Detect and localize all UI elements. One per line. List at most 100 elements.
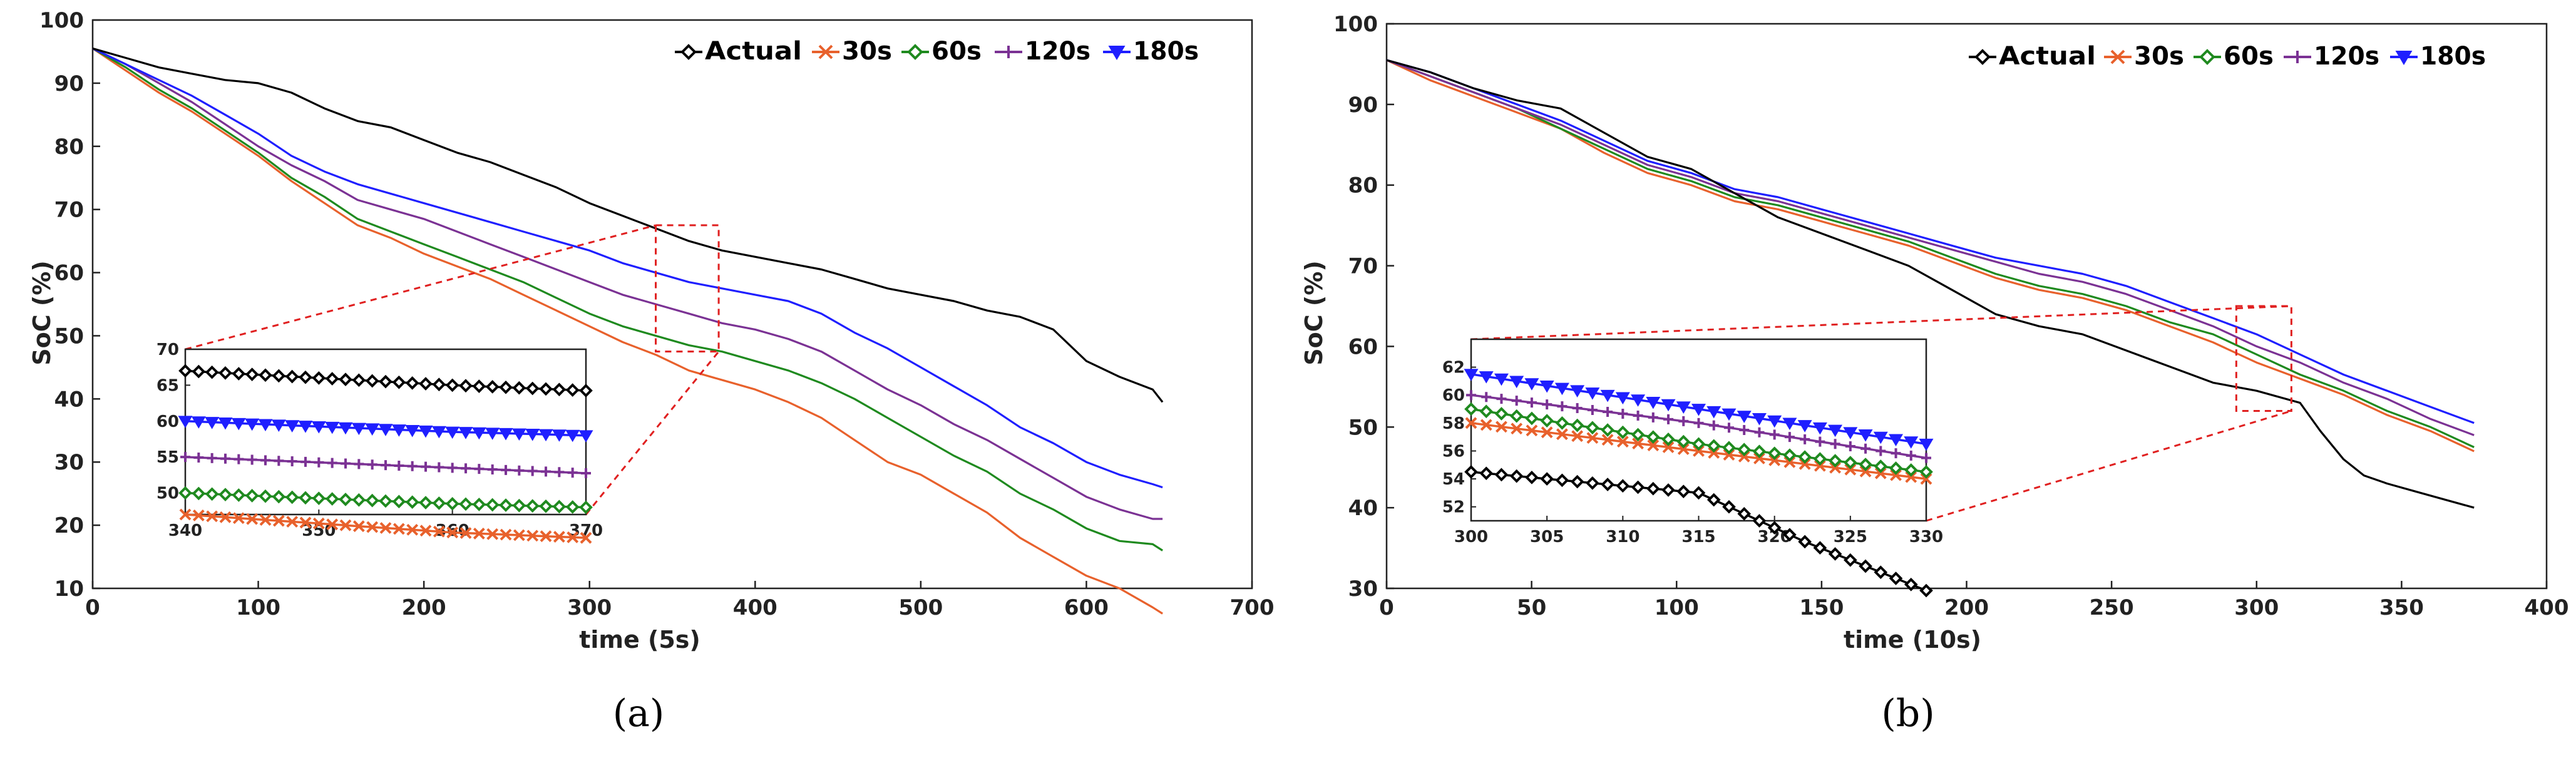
chart-a-inset-marker-180s	[311, 421, 326, 434]
chart-a-legend-marker-30s	[818, 44, 833, 59]
chart-b: (b) time (10s) SoC (%) 0 50 100 150 200 250 30…	[1300, 12, 2568, 735]
chart-a-inset-marker-60s	[178, 486, 192, 500]
chart-b-inset-x-tick-label: 325	[1834, 528, 1867, 546]
chart-b-inset-marker-30s	[1753, 452, 1765, 464]
chart-b-inset-marker-30s	[1874, 467, 1887, 479]
chart-a-inset-marker-actual	[392, 375, 406, 389]
chart-a-inset-marker-120s	[487, 464, 498, 474]
chart-a-inset-marker-120s	[260, 455, 270, 466]
chart-b-inset-marker-120s	[1876, 446, 1886, 456]
chart-a-inset-marker-120s	[220, 453, 230, 464]
chart-a-inset-marker-60s	[352, 493, 366, 507]
chart-a-inset-marker-180s	[578, 430, 593, 443]
chart-a-inset-marker-30s	[326, 518, 339, 531]
chart-a-inset-marker-30s	[406, 523, 419, 536]
chart-b-inset-marker-180s	[1919, 438, 1934, 451]
chart-a-zoom-box	[655, 224, 720, 353]
chart-b-inset-marker-180s	[1691, 404, 1706, 416]
chart-a-x-tick-label: 300	[567, 595, 612, 620]
chart-a-inset-marker-actual	[339, 372, 352, 387]
chart-a-inset-marker-30s	[232, 512, 245, 525]
chart-b-legend-label-180s: 180s	[2420, 42, 2486, 71]
chart-b-inset-marker-120s	[1739, 425, 1750, 435]
chart-b-inset-marker-actual	[1464, 465, 1478, 479]
chart-a-inset-marker-60s	[472, 498, 486, 511]
chart-a-inset-marker-actual	[499, 381, 513, 394]
chart-b-inset-marker-actual	[1706, 493, 1721, 507]
chart-a-legend-label-60s: 60s	[931, 37, 982, 66]
chart-a-inset-marker-actual	[285, 369, 299, 384]
chart-b-inset-marker-120s	[1830, 439, 1840, 449]
chart-a-inset-marker-60s	[445, 496, 459, 511]
chart-b-inset-marker-60s	[1631, 428, 1645, 442]
chart-a-inset-marker-actual	[525, 381, 540, 396]
chart-a-inset-marker-180s	[218, 417, 233, 430]
chart-a-inset-marker-30s	[526, 530, 539, 542]
chart-b-inset-marker-60s	[1889, 461, 1903, 475]
chart-b-inset-marker-180s	[1585, 387, 1600, 400]
chart-b-inset-marker-120s	[1542, 399, 1552, 410]
chart-a-inset-marker-180s	[271, 419, 286, 432]
chart-b-inset-marker-actual	[1919, 583, 1933, 598]
chart-b-inset-marker-180s	[1509, 376, 1524, 389]
chart-a-inset-marker-60s	[392, 494, 406, 509]
chart-b-inset-marker-60s	[1601, 423, 1614, 437]
chart-a-inset-marker-30s	[286, 516, 299, 528]
chart-a-inset-marker-120s	[300, 456, 310, 467]
chart-b-inset-marker-30s	[1829, 461, 1842, 474]
chart-b-inset-marker-180s	[1600, 389, 1615, 402]
chart-a-inset-marker-30s	[206, 510, 218, 523]
chart-b-inset-y-tick-label: 58	[1442, 414, 1465, 433]
chart-a-inset-marker-30s	[272, 515, 285, 527]
chart-b-inset-marker-60s	[1494, 407, 1509, 421]
chart-b-x-tick-label: 300	[2234, 595, 2279, 620]
chart-b-y-tick-label: 30	[1348, 576, 1378, 602]
chart-a-inset-x-tick-label: 340	[168, 521, 202, 540]
chart-a-inset-marker-120s	[567, 468, 578, 478]
chart-b-inset-marker-60s	[1525, 411, 1539, 426]
chart-a-inset-marker-60s	[218, 488, 232, 501]
chart-a-inset-marker-60s	[485, 498, 500, 512]
chart-a-inset-marker-120s	[274, 456, 284, 466]
chart-a-series-line-120s	[92, 47, 1163, 520]
chart-a-inset-marker-actual	[205, 365, 219, 379]
chart-b-inset-marker-30s	[1526, 424, 1538, 437]
chart-b-inset-marker-120s	[1466, 390, 1476, 401]
chart-a-inset-marker-30s	[246, 513, 259, 525]
chart-b-legend-marker-180s	[2395, 51, 2413, 65]
chart-a-inset-marker-30s	[553, 531, 565, 543]
chart-a-inset-marker-actual	[485, 380, 500, 394]
chart-b-inset-marker-180s	[1722, 408, 1737, 421]
chart-a-inset-marker-actual	[272, 369, 286, 383]
chart-a-inset-marker-30s	[580, 531, 592, 544]
chart-a-inset-marker-120s	[501, 464, 511, 475]
chart-b-inset-marker-actual	[1828, 547, 1842, 561]
chart-a-plot-frame	[91, 19, 1253, 590]
chart-a-inset-marker-30s	[352, 520, 365, 533]
chart-b-inset-marker-180s	[1646, 396, 1661, 409]
chart-a-inset-marker-120s	[287, 456, 297, 467]
chart-b-inset-marker-60s	[1904, 463, 1918, 477]
chart-a-inset-marker-180s	[498, 428, 513, 441]
chart-b-inset-marker-actual	[1494, 468, 1509, 482]
chart-a-inset-y-tick-label: 70	[157, 341, 179, 359]
chart-b-inset-marker-30s	[1586, 432, 1599, 444]
chart-a-inset-marker-180s	[525, 429, 540, 441]
chart-a-inset-marker-120s	[247, 454, 257, 465]
chart-a-inset-marker-120s	[434, 462, 444, 473]
chart-a-inset-marker-30s	[299, 516, 312, 529]
chart-b-inset-marker-60s	[1844, 456, 1857, 469]
chart-a-y-tick-label: 10	[54, 576, 84, 602]
chart-a-inset-marker-actual	[419, 377, 433, 391]
chart-a-inset-marker-180s	[418, 425, 433, 438]
chart-a-inset-marker-30s	[446, 526, 459, 539]
chart-a-inset-marker-30s	[192, 510, 205, 521]
chart-a-inset-marker-60s	[285, 490, 299, 504]
chart-a-inset-y-tick-label: 65	[157, 376, 179, 395]
chart-a-inset-marker-actual	[259, 368, 272, 382]
chart-a-inset-marker-120s	[180, 452, 190, 463]
chart-b-legend-label-60s: 60s	[2224, 42, 2274, 71]
chart-b-legend-marker-60s	[2199, 49, 2215, 65]
chart-a-y-tick-label: 50	[54, 324, 84, 349]
chart-a-inset-marker-180s	[458, 427, 473, 439]
